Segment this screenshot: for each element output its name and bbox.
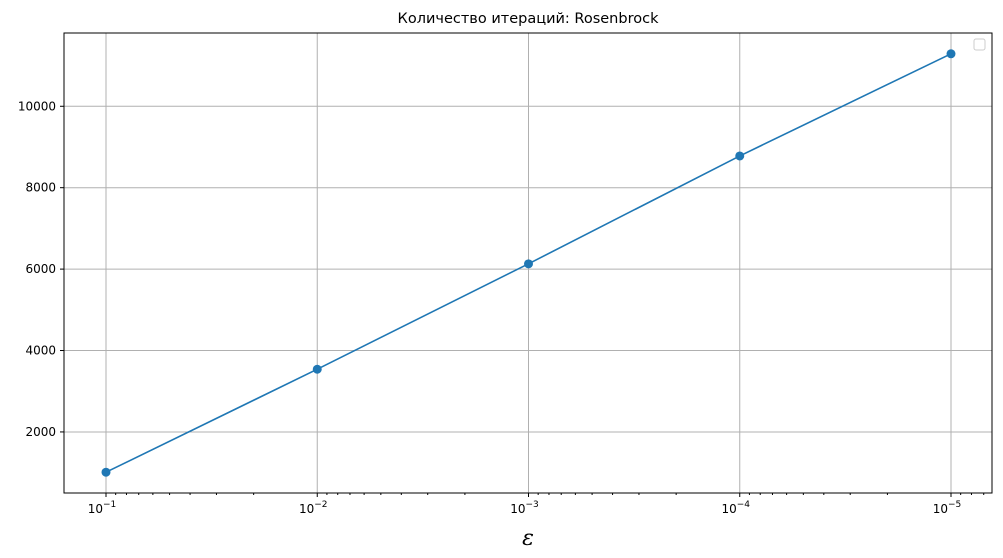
- plot-frame: [63, 32, 993, 494]
- grid: [64, 33, 992, 493]
- data-point: [101, 467, 111, 477]
- y-tick-label: 2000: [25, 425, 56, 439]
- x-tick-label: 10−1: [88, 500, 117, 516]
- x-tick-label: 10−5: [933, 500, 962, 516]
- chart-title: Количество итераций: Rosenbrock: [398, 11, 660, 27]
- y-tick-label: 10000: [18, 99, 56, 113]
- legend-box[interactable]: [973, 38, 986, 51]
- y-tick-label: 8000: [25, 181, 56, 195]
- data-point: [312, 364, 322, 374]
- y-tick-label: 6000: [25, 262, 56, 276]
- y-tick-label: 4000: [25, 344, 56, 358]
- data-point: [735, 151, 745, 161]
- data-point: [946, 49, 956, 59]
- x-tick-label: 10−2: [299, 500, 328, 516]
- x-axis-label: ε: [522, 526, 534, 551]
- axis-ticks: 10−1 10−2 10−3 10−4 10−5 2000 4000 6000 8000 1000…: [18, 99, 985, 516]
- x-tick-label: 10−3: [510, 500, 539, 516]
- series-layer: [101, 49, 956, 477]
- x-tick-label: 10−4: [721, 500, 750, 516]
- data-point: [524, 259, 533, 269]
